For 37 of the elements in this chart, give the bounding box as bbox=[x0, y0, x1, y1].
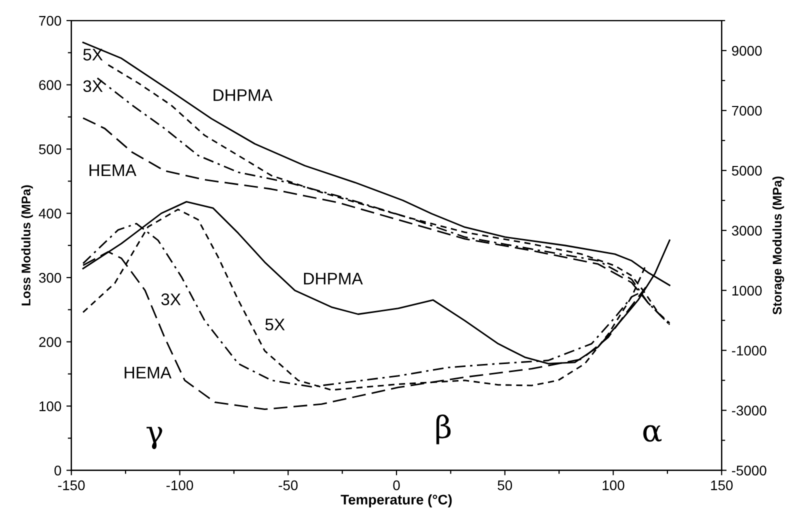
y2-tick-label: -1000 bbox=[732, 346, 766, 356]
y-tick-label: 300 bbox=[39, 272, 62, 283]
x-tick-label: 50 bbox=[498, 480, 512, 490]
y-axis-title: Loss Modulus (MPa) bbox=[21, 185, 33, 306]
y2-tick-label: -5000 bbox=[732, 466, 766, 476]
y-tick-label: 100 bbox=[40, 401, 62, 412]
y2-tick-label: 1000 bbox=[732, 286, 762, 296]
y-tick-label: 0 bbox=[54, 466, 62, 476]
y-tick-label: 500 bbox=[39, 144, 62, 154]
y2-tick-label: 9000 bbox=[732, 46, 762, 56]
y2-tick-label: -3000 bbox=[732, 406, 766, 416]
y2-tick-label: 3000 bbox=[732, 226, 762, 236]
y-tick-label: 700 bbox=[39, 16, 62, 26]
annotation: DHPMA bbox=[214, 89, 272, 101]
annotation: HEMA bbox=[90, 164, 136, 176]
y-tick-label: 600 bbox=[39, 80, 62, 90]
x-tick-label: 100 bbox=[602, 480, 624, 490]
annotation: β bbox=[436, 414, 451, 444]
x-tick-label: 0 bbox=[393, 480, 400, 490]
y2-tick-label: 7000 bbox=[732, 106, 762, 116]
annotation: 5X bbox=[83, 48, 103, 61]
x-axis-title: Temperature (°C) bbox=[340, 494, 452, 508]
x-tick-label: -150 bbox=[58, 480, 85, 490]
annotation: 3X bbox=[161, 293, 181, 306]
annotation: 3X bbox=[83, 80, 103, 92]
x-tick-label: -100 bbox=[166, 480, 194, 490]
annotation: DHPMA bbox=[304, 272, 363, 284]
y2-axis-title: Storage Modulus (MPa) bbox=[772, 176, 784, 315]
y-tick-label: 200 bbox=[39, 337, 62, 347]
x-tick-label: -50 bbox=[278, 480, 298, 490]
y2-tick-label: 5000 bbox=[732, 166, 762, 176]
annotation: α bbox=[643, 425, 662, 442]
x-tick-label: 150 bbox=[711, 480, 733, 490]
annotation: HEMA bbox=[124, 366, 172, 378]
annotation: γ bbox=[146, 426, 162, 450]
annotation: 5X bbox=[265, 318, 285, 330]
y-tick-label: 400 bbox=[38, 208, 62, 218]
